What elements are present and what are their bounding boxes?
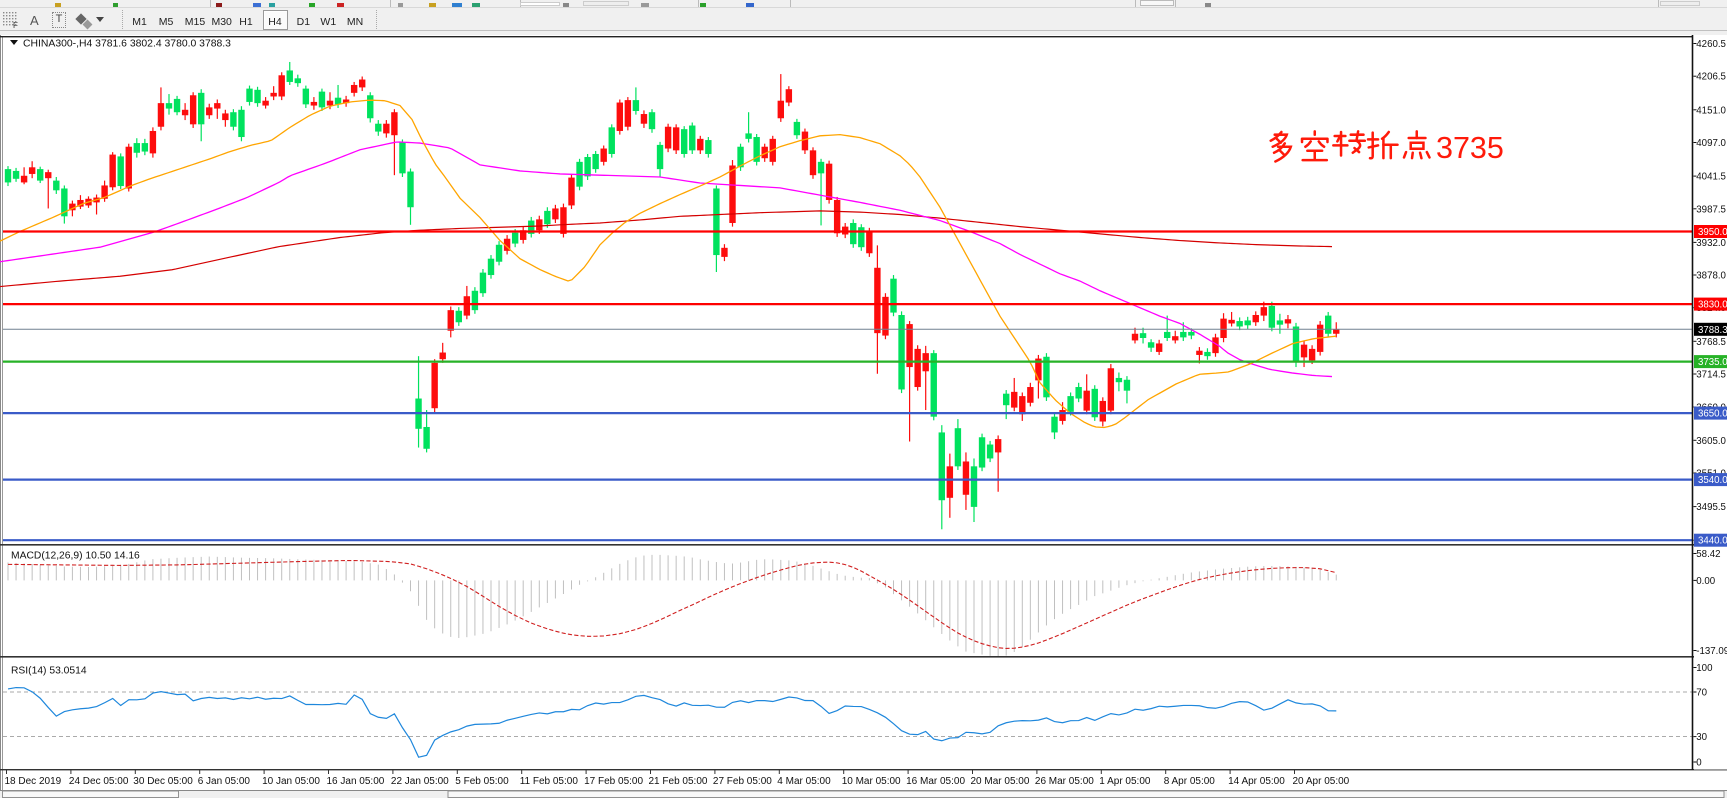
svg-text:100: 100 (1696, 663, 1713, 674)
svg-text:30 Dec 05:00: 30 Dec 05:00 (133, 776, 193, 787)
svg-text:4097.0: 4097.0 (1696, 138, 1726, 149)
svg-text:3987.5: 3987.5 (1696, 204, 1726, 215)
svg-text:F: F (13, 21, 18, 29)
svg-text:20 Mar 05:00: 20 Mar 05:00 (971, 776, 1030, 787)
svg-text:4260.5: 4260.5 (1696, 39, 1726, 50)
svg-text:1 Apr 05:00: 1 Apr 05:00 (1099, 776, 1151, 787)
svg-text:10 Jan 05:00: 10 Jan 05:00 (262, 776, 320, 787)
svg-text:3788.3: 3788.3 (1698, 325, 1727, 336)
svg-text:3714.5: 3714.5 (1696, 370, 1726, 381)
svg-text:3735.0: 3735.0 (1698, 357, 1727, 368)
svg-text:4041.5: 4041.5 (1696, 172, 1726, 183)
svg-text:3440.0: 3440.0 (1698, 536, 1727, 547)
svg-text:3768.5: 3768.5 (1696, 337, 1726, 348)
svg-text:RSI(14) 53.0514: RSI(14) 53.0514 (11, 666, 87, 677)
svg-text:30: 30 (1696, 732, 1707, 743)
svg-text:4 Mar 05:00: 4 Mar 05:00 (777, 776, 831, 787)
svg-text:27 Feb 05:00: 27 Feb 05:00 (713, 776, 772, 787)
svg-text:10 Mar 05:00: 10 Mar 05:00 (842, 776, 901, 787)
svg-text:26 Mar 05:00: 26 Mar 05:00 (1035, 776, 1094, 787)
svg-text:0.00: 0.00 (1696, 576, 1715, 587)
svg-text:3650.0: 3650.0 (1698, 409, 1727, 420)
svg-text:16 Jan 05:00: 16 Jan 05:00 (327, 776, 385, 787)
svg-text:3932.0: 3932.0 (1696, 238, 1726, 249)
svg-text:6 Jan 05:00: 6 Jan 05:00 (198, 776, 251, 787)
svg-text:17 Feb 05:00: 17 Feb 05:00 (584, 776, 643, 787)
svg-text:22 Jan 05:00: 22 Jan 05:00 (391, 776, 449, 787)
svg-text:0: 0 (1696, 758, 1702, 769)
svg-text:MACD(12,26,9) 10.50 14.16: MACD(12,26,9) 10.50 14.16 (11, 551, 140, 562)
svg-text:3495.5: 3495.5 (1696, 502, 1726, 513)
svg-text:4206.5: 4206.5 (1696, 72, 1726, 83)
svg-text:3830.0: 3830.0 (1698, 300, 1727, 311)
svg-text:3878.0: 3878.0 (1696, 271, 1726, 282)
svg-text:3735: 3735 (1436, 131, 1504, 165)
svg-text:70: 70 (1696, 688, 1707, 699)
svg-text:4151.0: 4151.0 (1696, 105, 1726, 116)
svg-text:58.42: 58.42 (1696, 549, 1720, 560)
svg-text:-137.09: -137.09 (1696, 646, 1727, 657)
svg-text:18 Dec 2019: 18 Dec 2019 (5, 776, 62, 787)
svg-text:11 Feb 05:00: 11 Feb 05:00 (520, 776, 579, 787)
svg-text:3540.0: 3540.0 (1698, 475, 1727, 486)
svg-text:5 Feb 05:00: 5 Feb 05:00 (455, 776, 509, 787)
svg-text:8 Apr 05:00: 8 Apr 05:00 (1164, 776, 1216, 787)
svg-text:CHINA300-,H4 3781.6 3802.4 37: CHINA300-,H4 3781.6 3802.4 3780.0 3788.3 (23, 39, 231, 50)
svg-text:14 Apr 05:00: 14 Apr 05:00 (1228, 776, 1285, 787)
svg-text:3605.0: 3605.0 (1696, 436, 1726, 447)
svg-text:20 Apr 05:00: 20 Apr 05:00 (1293, 776, 1350, 787)
svg-text:24 Dec 05:00: 24 Dec 05:00 (69, 776, 129, 787)
svg-text:3950.0: 3950.0 (1698, 227, 1727, 238)
svg-text:16 Mar 05:00: 16 Mar 05:00 (906, 776, 965, 787)
svg-text:21 Feb 05:00: 21 Feb 05:00 (649, 776, 708, 787)
